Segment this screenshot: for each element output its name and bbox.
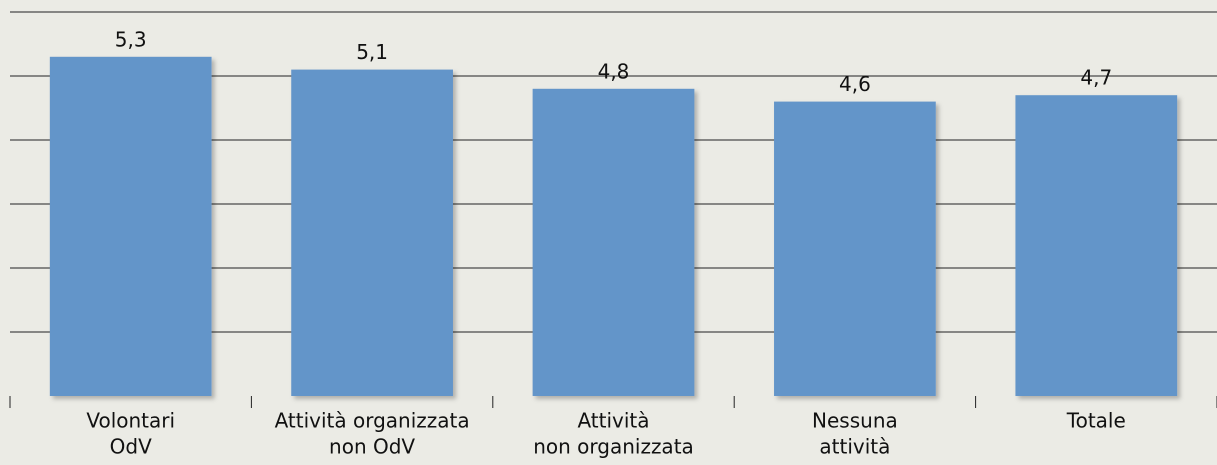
bar [291,69,453,396]
x-tick-label: non organizzata [533,435,694,459]
x-tick-label: attività [819,435,890,459]
value-label: 4,7 [1080,66,1112,90]
x-tick-label: Nessuna [812,409,898,433]
bar [532,88,695,397]
x-tick-label: Volontari [86,409,175,433]
x-tick-label: non OdV [329,435,415,459]
bar [49,56,212,397]
x-tick-label: Totale [1066,409,1126,433]
x-tick-label: OdV [110,435,152,459]
value-label: 4,6 [839,72,871,96]
x-tick-label: Attività [577,409,649,433]
value-label: 4,8 [598,59,630,83]
value-label: 5,3 [115,27,147,51]
bar [774,101,936,396]
bar [1015,95,1178,396]
value-label: 5,1 [356,40,388,64]
x-tick-label: Attività organizzata [275,409,470,433]
